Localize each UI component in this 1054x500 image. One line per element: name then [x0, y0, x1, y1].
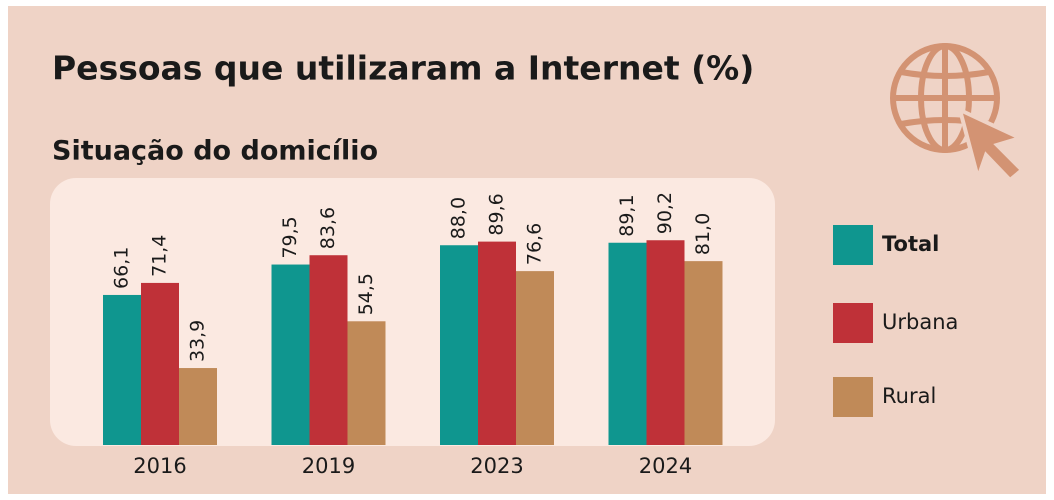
legend-swatch [833, 225, 873, 265]
legend-swatch [833, 377, 873, 417]
value-label: 79,5 [279, 216, 301, 258]
bar [271, 264, 310, 445]
cursor-icon [956, 106, 1026, 185]
legend-label: Urbana [882, 310, 958, 334]
value-label: 76,6 [524, 223, 546, 265]
bar [478, 241, 516, 445]
bar [179, 368, 217, 445]
bar [608, 242, 647, 445]
plot-panel [50, 178, 775, 446]
value-label: 89,6 [486, 193, 508, 235]
bar [440, 245, 478, 445]
legend-swatch [833, 303, 873, 343]
value-label: 66,1 [111, 247, 133, 289]
value-label: 71,4 [149, 235, 171, 277]
bar [309, 255, 348, 445]
bar [684, 261, 723, 445]
value-label: 88,0 [448, 197, 470, 239]
value-label: 83,6 [317, 207, 339, 249]
legend-label: Rural [882, 384, 936, 408]
legend-label: Total [882, 232, 939, 256]
bar [646, 240, 685, 445]
x-tick-label: 2019 [302, 454, 355, 478]
chart-subtitle: Situação do domicílio [52, 136, 378, 167]
value-label: 81,0 [692, 213, 714, 255]
chart-title: Pessoas que utilizaram a Internet (%) [52, 49, 754, 88]
x-tick-label: 2023 [470, 454, 523, 478]
bar [347, 321, 386, 445]
bar [141, 282, 179, 445]
x-tick-label: 2024 [639, 454, 692, 478]
bar [103, 294, 141, 445]
x-tick-label: 2016 [133, 454, 186, 478]
value-label: 33,9 [187, 320, 209, 362]
value-label: 90,2 [654, 192, 676, 234]
value-label: 89,1 [616, 194, 638, 236]
value-label: 54,5 [355, 273, 377, 315]
bar [516, 271, 554, 445]
